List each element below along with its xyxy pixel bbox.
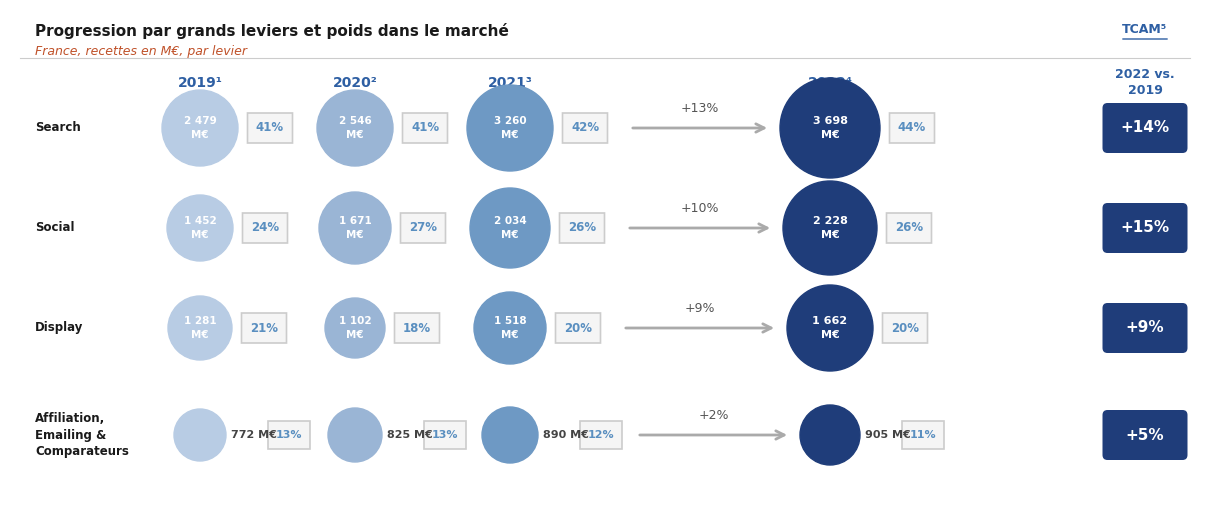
- Text: 27%: 27%: [410, 222, 437, 234]
- Text: 3 260
M€: 3 260 M€: [494, 116, 527, 140]
- Text: 26%: 26%: [568, 222, 596, 234]
- Circle shape: [783, 181, 877, 275]
- FancyBboxPatch shape: [887, 213, 931, 243]
- Circle shape: [329, 408, 382, 462]
- Text: +9%: +9%: [1126, 321, 1165, 336]
- FancyBboxPatch shape: [902, 421, 943, 449]
- Circle shape: [482, 407, 538, 463]
- FancyBboxPatch shape: [556, 313, 600, 343]
- Text: 13%: 13%: [275, 430, 302, 440]
- Circle shape: [470, 188, 550, 268]
- FancyBboxPatch shape: [580, 421, 622, 449]
- Text: 11%: 11%: [910, 430, 936, 440]
- Circle shape: [786, 285, 873, 371]
- Circle shape: [162, 90, 238, 166]
- Text: 1 102
M€: 1 102 M€: [338, 317, 371, 340]
- Text: 42%: 42%: [571, 122, 599, 134]
- FancyBboxPatch shape: [248, 113, 292, 143]
- Text: +15%: +15%: [1121, 221, 1169, 235]
- FancyBboxPatch shape: [563, 113, 608, 143]
- FancyBboxPatch shape: [1103, 203, 1187, 253]
- Circle shape: [316, 90, 393, 166]
- Circle shape: [474, 292, 546, 364]
- Text: 18%: 18%: [403, 322, 431, 334]
- FancyBboxPatch shape: [395, 313, 440, 343]
- Text: 2022 vs.
2019: 2022 vs. 2019: [1115, 69, 1175, 97]
- Text: +13%: +13%: [681, 102, 719, 115]
- FancyBboxPatch shape: [559, 213, 604, 243]
- Text: 26%: 26%: [895, 222, 923, 234]
- Circle shape: [467, 85, 553, 171]
- Text: Progression par grands leviers et poids dans le marché: Progression par grands leviers et poids …: [35, 23, 509, 39]
- FancyBboxPatch shape: [883, 313, 928, 343]
- Text: 772 M€: 772 M€: [231, 430, 277, 440]
- Text: 2 034
M€: 2 034 M€: [494, 216, 527, 240]
- Text: +2%: +2%: [698, 409, 728, 422]
- Text: 12%: 12%: [587, 430, 615, 440]
- FancyBboxPatch shape: [1103, 103, 1187, 153]
- Circle shape: [168, 296, 232, 360]
- Text: 2 546
M€: 2 546 M€: [338, 116, 371, 140]
- Text: 44%: 44%: [898, 122, 927, 134]
- Text: +5%: +5%: [1126, 427, 1165, 443]
- Circle shape: [319, 192, 391, 264]
- FancyBboxPatch shape: [424, 421, 466, 449]
- Text: 890 M€: 890 M€: [544, 430, 588, 440]
- Text: 2020²: 2020²: [332, 76, 377, 90]
- Text: 20%: 20%: [892, 322, 919, 334]
- Text: 825 M€: 825 M€: [387, 430, 432, 440]
- FancyBboxPatch shape: [1103, 303, 1187, 353]
- Text: 21%: 21%: [250, 322, 278, 334]
- Text: 2 479
M€: 2 479 M€: [184, 116, 216, 140]
- FancyBboxPatch shape: [402, 113, 447, 143]
- FancyBboxPatch shape: [242, 313, 286, 343]
- Text: 24%: 24%: [251, 222, 279, 234]
- Text: Display: Display: [35, 322, 83, 334]
- FancyBboxPatch shape: [243, 213, 288, 243]
- Text: 41%: 41%: [411, 122, 439, 134]
- FancyBboxPatch shape: [889, 113, 935, 143]
- Circle shape: [174, 409, 226, 461]
- Text: 2021³: 2021³: [488, 76, 533, 90]
- Text: 41%: 41%: [256, 122, 284, 134]
- Text: +10%: +10%: [681, 202, 719, 215]
- Text: Social: Social: [35, 222, 75, 234]
- FancyBboxPatch shape: [401, 213, 446, 243]
- Text: +14%: +14%: [1121, 121, 1169, 135]
- Circle shape: [325, 298, 385, 358]
- Text: 1 452
M€: 1 452 M€: [184, 216, 216, 240]
- Text: Search: Search: [35, 122, 81, 134]
- Text: 1 281
M€: 1 281 M€: [184, 317, 216, 340]
- Text: France, recettes en M€, par levier: France, recettes en M€, par levier: [35, 45, 246, 58]
- Text: 2019¹: 2019¹: [178, 76, 222, 90]
- Circle shape: [800, 405, 860, 465]
- FancyBboxPatch shape: [1103, 410, 1187, 460]
- Text: 3 698
M€: 3 698 M€: [813, 116, 848, 140]
- Text: 20%: 20%: [564, 322, 592, 334]
- Text: 1 671
M€: 1 671 M€: [338, 216, 371, 240]
- Text: +9%: +9%: [685, 302, 715, 315]
- Circle shape: [167, 195, 233, 261]
- Text: 13%: 13%: [431, 430, 458, 440]
- Text: 905 M€: 905 M€: [865, 430, 911, 440]
- Text: 2 228
M€: 2 228 M€: [813, 216, 848, 240]
- Text: 2022⁴: 2022⁴: [807, 76, 853, 90]
- Text: 1 662
M€: 1 662 M€: [813, 317, 848, 340]
- Text: TCAM⁵: TCAM⁵: [1122, 23, 1168, 36]
- Circle shape: [780, 78, 879, 178]
- Text: 1 518
M€: 1 518 M€: [494, 317, 527, 340]
- Text: Affiliation,
Emailing &
Comparateurs: Affiliation, Emailing & Comparateurs: [35, 411, 129, 459]
- FancyBboxPatch shape: [268, 421, 310, 449]
